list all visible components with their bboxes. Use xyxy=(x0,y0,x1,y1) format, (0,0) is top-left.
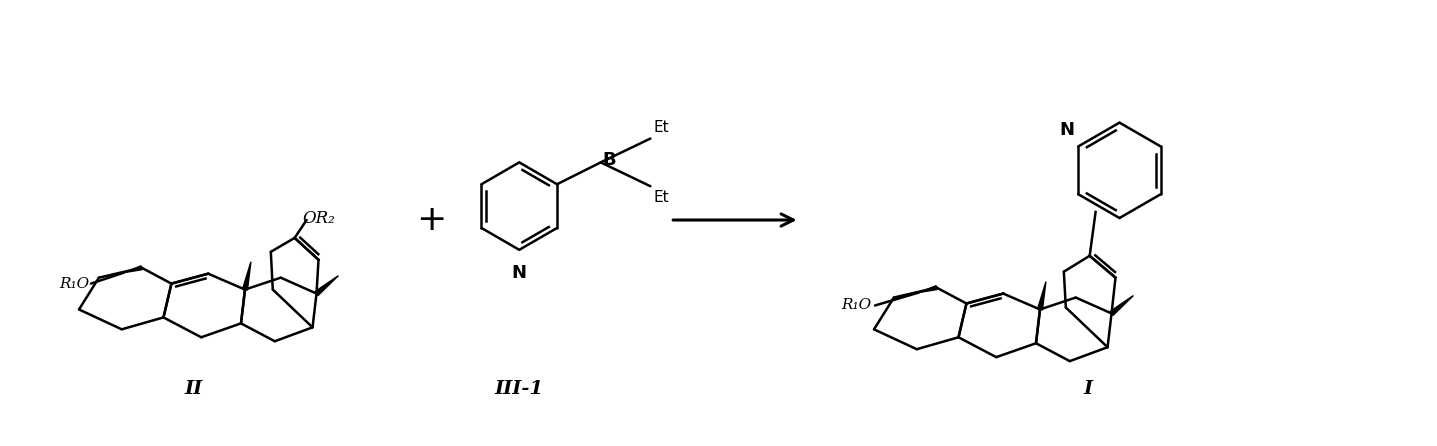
Polygon shape xyxy=(918,286,937,293)
Text: N: N xyxy=(1059,120,1075,139)
Text: OR₂: OR₂ xyxy=(303,210,335,227)
Text: B: B xyxy=(602,151,616,169)
Polygon shape xyxy=(243,262,251,290)
Text: I: I xyxy=(1083,380,1092,398)
Polygon shape xyxy=(124,266,142,273)
Polygon shape xyxy=(1109,296,1134,315)
Text: R₁O: R₁O xyxy=(59,277,89,291)
Text: N: N xyxy=(512,264,527,282)
Text: R₁O: R₁O xyxy=(841,298,871,313)
Polygon shape xyxy=(315,276,338,296)
Polygon shape xyxy=(1038,281,1046,310)
Text: +: + xyxy=(417,203,447,237)
Text: Et: Et xyxy=(654,190,670,205)
Text: Et: Et xyxy=(654,120,670,135)
Text: III-1: III-1 xyxy=(494,380,543,398)
Text: II: II xyxy=(184,380,203,398)
